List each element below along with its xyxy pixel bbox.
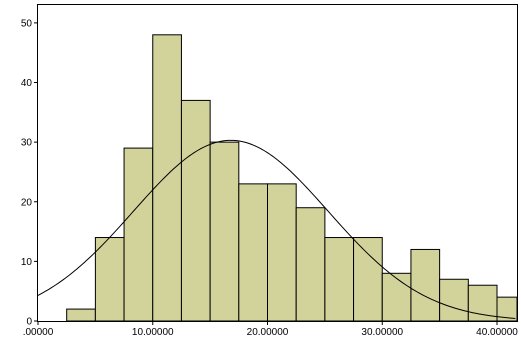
- histogram-bar: [94, 237, 125, 322]
- histogram-bar: [238, 183, 268, 322]
- normal-curve-line: [37, 139, 516, 319]
- histogram-bar: [353, 237, 383, 322]
- x-tick-label: 20.00000: [247, 327, 289, 338]
- histogram-bar: [267, 183, 297, 322]
- y-tick-label: 0: [26, 317, 32, 328]
- histogram-bar: [209, 141, 240, 322]
- x-axis: .00000 10.00000 20.00000 30.00000 40.00000: [23, 321, 518, 338]
- x-tick-label: .00000: [23, 327, 54, 338]
- histogram-bar: [324, 237, 355, 322]
- x-tick-label: 40.00000: [476, 327, 518, 338]
- y-tick-label: 50: [21, 18, 33, 29]
- histogram-bar: [180, 99, 211, 322]
- histogram-bar: [66, 308, 96, 322]
- y-tick-label: 30: [21, 138, 33, 149]
- histogram-bar: [381, 272, 412, 322]
- x-tick-label: 10.00000: [132, 327, 174, 338]
- y-tick-label: 10: [21, 257, 33, 268]
- histogram-bars: [66, 34, 518, 322]
- x-tick-label: 30.00000: [361, 327, 403, 338]
- histogram-bar: [496, 296, 518, 322]
- y-tick-label: 20: [21, 197, 33, 208]
- histogram-bar: [295, 207, 326, 322]
- histogram-bar: [152, 34, 182, 322]
- histogram-bar: [410, 248, 441, 322]
- histogram-bar: [123, 147, 154, 322]
- y-axis: 0 10 20 30 40 50: [21, 18, 38, 328]
- y-tick-label: 40: [21, 78, 33, 89]
- histogram-bar: [439, 278, 469, 322]
